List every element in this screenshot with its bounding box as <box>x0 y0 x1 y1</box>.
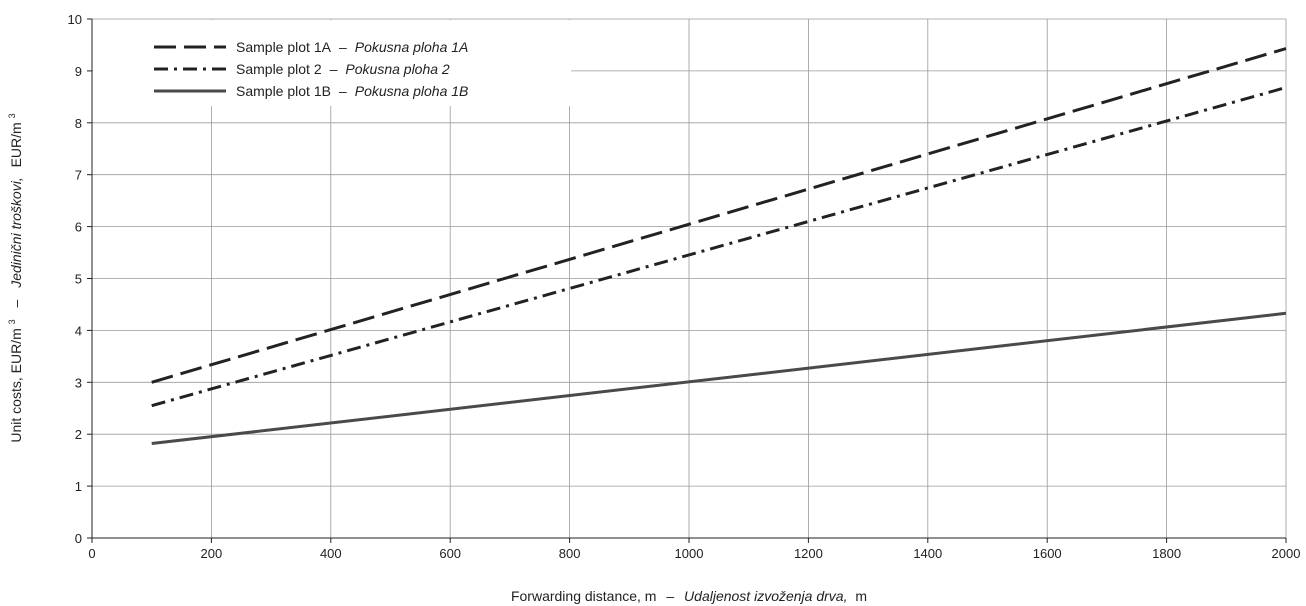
y-axis-title-sup-1: 3 <box>7 319 17 324</box>
y-tick-label-2: 2 <box>75 427 82 442</box>
x-tick-label-2000: 2000 <box>1272 546 1301 561</box>
y-tick-label-0: 0 <box>75 531 82 546</box>
legend-name-3: Sample plot 1B <box>236 83 331 99</box>
y-tick-label-3: 3 <box>75 375 82 390</box>
legend-name-2: Sample plot 2 <box>236 61 322 77</box>
x-axis-title-sep: – <box>666 588 674 604</box>
x-tick-label-1800: 1800 <box>1152 546 1181 561</box>
y-tick-label-10: 10 <box>68 12 82 27</box>
legend-sep-1: – <box>339 39 347 55</box>
axes <box>87 18 1287 543</box>
x-tick-label-1400: 1400 <box>913 546 942 561</box>
x-axis-title-hr: Udaljenost izvoženja drva, <box>684 588 847 604</box>
legend-name-hr-1: Pokusna ploha 1A <box>355 39 469 55</box>
x-tick-label-1200: 1200 <box>794 546 823 561</box>
series-line-3 <box>151 311 1287 446</box>
x-tick-label-200: 200 <box>201 546 223 561</box>
x-axis-title-unit: m <box>855 588 867 604</box>
x-tick-label-600: 600 <box>439 546 461 561</box>
y-tick-label-8: 8 <box>75 116 82 131</box>
x-tick-label-800: 800 <box>559 546 581 561</box>
y-axis-title-unit: EUR/m <box>8 122 24 167</box>
legend-label-1: Sample plot 1A – Pokusna ploha 1A <box>236 39 468 55</box>
y-tick-label-1: 1 <box>75 479 82 494</box>
x-tick-label-400: 400 <box>320 546 342 561</box>
x-axis-title-en: Forwarding distance, m <box>511 588 657 604</box>
legend-name-1: Sample plot 1A <box>236 39 332 55</box>
legend-sep-2: – <box>330 61 338 77</box>
y-axis-title-hr: Jedinični troškovi, <box>8 177 24 289</box>
y-tick-label-6: 6 <box>75 220 82 235</box>
legend-label-2: Sample plot 2– Pokusna ploha 2 <box>236 61 450 77</box>
tick-labels: 0 200 400 600 800 1000 1200 1400 1600 1800 2000 0 1 2… <box>68 12 1301 561</box>
y-tick-label-5: 5 <box>75 272 82 287</box>
legend-label-3: Sample plot 1B – Pokusna ploha 1B <box>236 83 468 99</box>
series-line-1 <box>151 47 1287 384</box>
y-tick-label-4: 4 <box>75 323 82 338</box>
series-lines <box>151 47 1287 446</box>
y-tick-label-9: 9 <box>75 64 82 79</box>
x-axis-title: Forwarding distance, m – Udaljenost izvo… <box>511 588 867 604</box>
x-tick-label-0: 0 <box>88 546 95 561</box>
y-axis-title-sep: – <box>8 299 24 307</box>
y-tick-label-7: 7 <box>75 168 82 183</box>
y-axis-title-sup-2: 3 <box>7 113 17 118</box>
x-tick-label-1600: 1600 <box>1033 546 1062 561</box>
legend-name-hr-2: Pokusna ploha 2 <box>345 61 450 77</box>
legend-sep-3: – <box>339 83 347 99</box>
y-axis-title: Unit costs, EUR/m 3 – Jedinični troškovi… <box>2 113 24 442</box>
x-tick-label-1000: 1000 <box>675 546 704 561</box>
y-axis-title-en: Unit costs, EUR/m <box>8 328 24 442</box>
legend-name-hr-3: Pokusna ploha 1B <box>355 83 469 99</box>
series-line-2 <box>151 86 1287 408</box>
